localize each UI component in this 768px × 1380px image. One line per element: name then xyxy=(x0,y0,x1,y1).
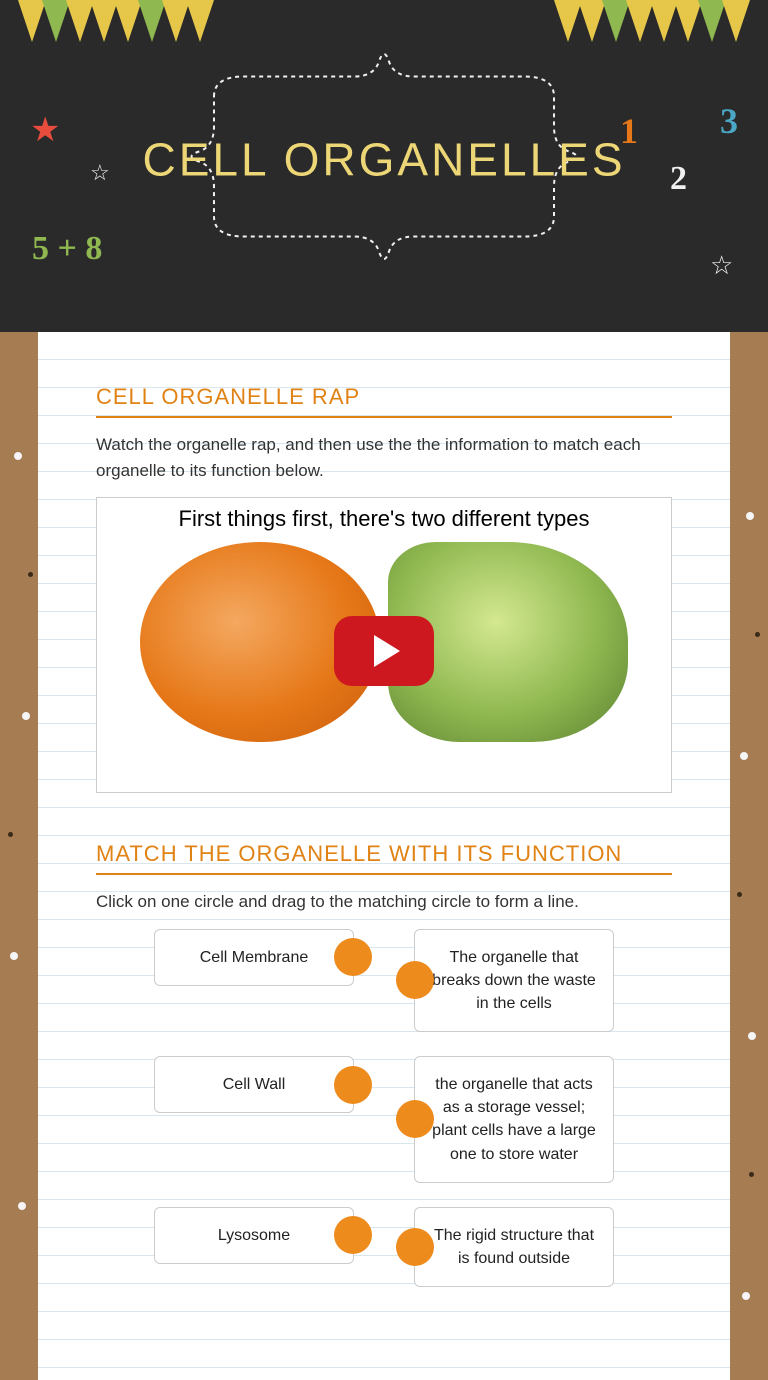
bunting-right xyxy=(556,0,748,42)
connector-dot[interactable] xyxy=(396,1228,434,1266)
section-title: CELL ORGANELLE RAP xyxy=(96,384,672,418)
function-label: The organelle that breaks down the waste… xyxy=(427,946,601,1016)
match-row: Cell Wall the organelle that acts as a s… xyxy=(96,1056,672,1183)
function-label: The rigid structure that is found outsid… xyxy=(427,1224,601,1270)
connector-dot[interactable] xyxy=(334,1066,372,1104)
flag xyxy=(162,0,190,42)
flag xyxy=(18,0,46,42)
play-button[interactable] xyxy=(334,616,434,686)
match-row: Lysosome The rigid structure that is fou… xyxy=(96,1207,672,1287)
connector-dot[interactable] xyxy=(396,961,434,999)
flag xyxy=(90,0,118,42)
worksheet-paper: CELL ORGANELLE RAP Watch the organelle r… xyxy=(38,332,730,1380)
flag xyxy=(674,0,702,42)
flag xyxy=(138,0,166,42)
chalk-numeral: 2 xyxy=(670,160,687,198)
flag xyxy=(66,0,94,42)
video-caption: First things first, there's two differen… xyxy=(97,498,671,540)
bunting-left xyxy=(20,0,212,42)
matching-activity: Cell Membrane The organelle that breaks … xyxy=(96,929,672,1288)
video-thumbnail[interactable]: First things first, there's two differen… xyxy=(96,497,672,793)
star-icon: ☆ xyxy=(90,160,110,186)
flag xyxy=(626,0,654,42)
chalkboard-header: ★ ☆ ☆ 1 2 3 5 + 8 CELL ORGANELLES xyxy=(0,0,768,332)
organelle-label: Cell Wall xyxy=(223,1073,286,1096)
match-row: Cell Membrane The organelle that breaks … xyxy=(96,929,672,1033)
flag xyxy=(650,0,678,42)
function-box[interactable]: The organelle that breaks down the waste… xyxy=(414,929,614,1033)
organelle-box[interactable]: Lysosome xyxy=(154,1207,354,1264)
flag xyxy=(602,0,630,42)
flag xyxy=(698,0,726,42)
connector-dot[interactable] xyxy=(334,1216,372,1254)
title-frame: CELL ORGANELLES xyxy=(154,47,614,272)
organelle-box[interactable]: Cell Membrane xyxy=(154,929,354,986)
connector-dot[interactable] xyxy=(334,938,372,976)
flag xyxy=(186,0,214,42)
organelle-box[interactable]: Cell Wall xyxy=(154,1056,354,1113)
page-title: CELL ORGANELLES xyxy=(142,132,625,186)
section-title: MATCH THE ORGANELLE WITH ITS FUNCTION xyxy=(96,841,672,875)
organelle-label: Lysosome xyxy=(218,1224,290,1247)
connector-dot[interactable] xyxy=(396,1100,434,1138)
flag xyxy=(578,0,606,42)
section-text: Click on one circle and drag to the matc… xyxy=(96,889,672,915)
star-icon: ★ xyxy=(30,110,60,150)
function-box[interactable]: the organelle that acts as a storage ves… xyxy=(414,1056,614,1183)
section-text: Watch the organelle rap, and then use th… xyxy=(96,432,672,483)
star-icon: ☆ xyxy=(710,250,733,281)
flag xyxy=(114,0,142,42)
corkboard-bg: CELL ORGANELLE RAP Watch the organelle r… xyxy=(0,332,768,1380)
function-box[interactable]: The rigid structure that is found outsid… xyxy=(414,1207,614,1287)
chalk-numeral: 3 xyxy=(720,100,738,142)
function-label: the organelle that acts as a storage ves… xyxy=(427,1073,601,1166)
organelle-label: Cell Membrane xyxy=(200,946,308,969)
flag xyxy=(554,0,582,42)
flag xyxy=(42,0,70,42)
play-icon xyxy=(374,635,400,667)
flag xyxy=(722,0,750,42)
chalk-expression: 5 + 8 xyxy=(32,230,102,268)
